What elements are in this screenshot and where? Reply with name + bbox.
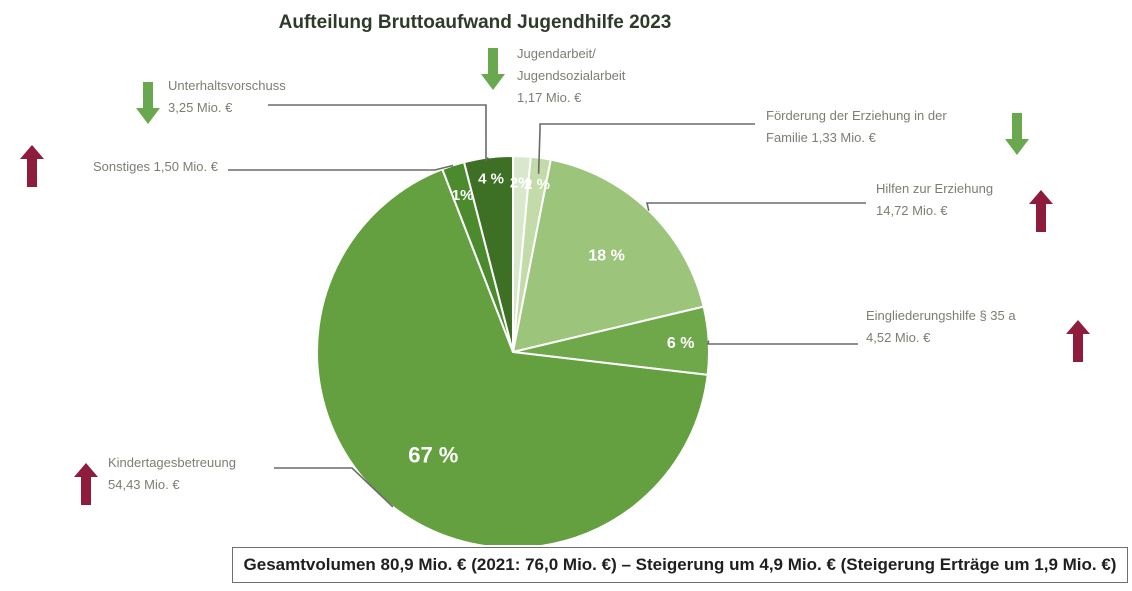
category-labels: Jugendarbeit/Jugendsozialarbeit 1,17 Mio.… bbox=[93, 46, 1016, 492]
percent-label-hilfen-zur-erziehung: 18 % bbox=[588, 247, 624, 264]
percent-label-f-rderung-der-erziehung-in-der-familie: 2 % bbox=[524, 176, 550, 193]
category-label-eingliederungshilfe-35-a: Eingliederungshilfe § 35 a bbox=[866, 308, 1016, 323]
leader-line-f-rderung-der-erziehung-in-der-familie bbox=[537, 123, 755, 174]
percent-label-eingliederungshilfe-35-a: 6 % bbox=[667, 335, 695, 352]
value-label-unterhaltsvorschuss: 3,25 Mio. € bbox=[168, 100, 233, 115]
category-label-jugendarbeit-jugendsozialarbeit: Jugendsozialarbeit bbox=[517, 68, 626, 83]
category-label-jugendarbeit-jugendsozialarbeit: Jugendarbeit/ bbox=[517, 46, 596, 61]
arrow-up-icon-hilfen-zur-erziehung bbox=[1029, 190, 1053, 232]
leader-line-eingliederungshilfe-35-a bbox=[707, 340, 858, 345]
summary-box: Gesamtvolumen 80,9 Mio. € (2021: 76,0 Mi… bbox=[232, 547, 1128, 583]
pie-slices bbox=[316, 154, 710, 545]
arrow-down-icon-f-rderung-der-erziehung-in-der-familie bbox=[1005, 113, 1029, 155]
percent-label-sonstiges: 1% bbox=[452, 187, 474, 204]
percent-label-unterhaltsvorschuss: 4 % bbox=[478, 171, 504, 188]
leader-line-sonstiges bbox=[228, 164, 454, 171]
arrow-down-icon-jugendarbeit-jugendsozialarbeit bbox=[481, 48, 505, 90]
category-label-f-rderung-der-erziehung-in-der-familie: Förderung der Erziehung in der bbox=[766, 108, 947, 123]
leader-line-hilfen-zur-erziehung bbox=[645, 202, 866, 211]
percent-labels: 2%2 % 18 % 6 % 67 % 1%4 % bbox=[408, 171, 694, 468]
leader-line-unterhaltsvorschuss bbox=[268, 104, 489, 162]
summary-text: Gesamtvolumen 80,9 Mio. € (2021: 76,0 Mi… bbox=[243, 555, 1117, 574]
category-label-hilfen-zur-erziehung: Hilfen zur Erziehung bbox=[876, 181, 993, 196]
category-label-unterhaltsvorschuss: Unterhaltsvorschuss bbox=[168, 78, 286, 93]
leader-lines bbox=[228, 104, 866, 508]
percent-label-kindertagesbetreuung: 67 % bbox=[408, 442, 458, 467]
category-label-kindertagesbetreuung: Kindertagesbetreuung bbox=[108, 455, 236, 470]
value-label-jugendarbeit-jugendsozialarbeit: 1,17 Mio. € bbox=[517, 90, 582, 105]
arrow-down-icon-unterhaltsvorschuss bbox=[136, 82, 160, 124]
arrow-up-icon-kindertagesbetreuung bbox=[74, 463, 98, 505]
pie-slice-unterhaltsvorschuss bbox=[462, 154, 514, 353]
value-label-eingliederungshilfe-35-a: 4,52 Mio. € bbox=[866, 330, 931, 345]
chart-title: Aufteilung Bruttoaufwand Jugendhilfe 202… bbox=[279, 12, 672, 33]
arrow-up-icon-eingliederungshilfe-35-a bbox=[1066, 320, 1090, 362]
category-label-sonstiges: Sonstiges 1,50 Mio. € bbox=[93, 159, 219, 174]
value-label-kindertagesbetreuung: 54,43 Mio. € bbox=[108, 477, 180, 492]
trend-arrows bbox=[20, 48, 1090, 505]
leader-line-kindertagesbetreuung bbox=[274, 467, 394, 508]
category-label-f-rderung-der-erziehung-in-der-familie: Familie 1,33 Mio. € bbox=[766, 130, 877, 145]
percent-label-jugendarbeit-jugendsozialarbeit: 2% bbox=[510, 174, 532, 191]
arrow-up-icon-sonstiges bbox=[20, 145, 44, 187]
pie-chart: Aufteilung Bruttoaufwand Jugendhilfe 202… bbox=[20, 12, 1090, 545]
value-label-hilfen-zur-erziehung: 14,72 Mio. € bbox=[876, 203, 948, 218]
